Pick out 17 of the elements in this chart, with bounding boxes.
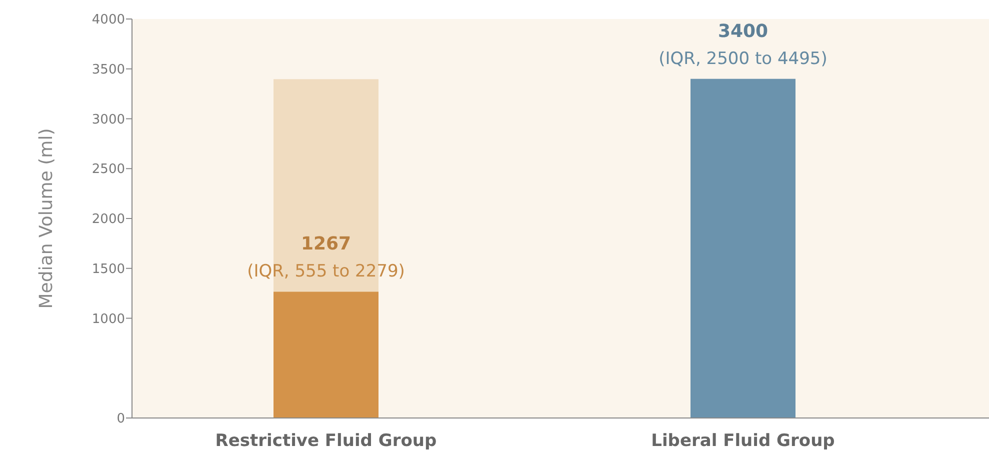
y-tick-label: 2000 (92, 212, 125, 228)
y-tick-label: 3500 (92, 62, 125, 78)
y-tick-label: 1500 (92, 262, 125, 277)
x-tick-label: Liberal Fluid Group (651, 431, 835, 451)
y-tick-label: 2500 (92, 162, 125, 178)
y-tick-label: 3000 (92, 112, 125, 128)
annotation: (IQR, 2500 to 4495) (658, 48, 828, 69)
y-tick-label: 1000 (92, 312, 125, 327)
bar (274, 292, 378, 418)
y-axis-title: Median Volume (ml) (36, 128, 57, 309)
data-label: 3400 (718, 20, 768, 42)
y-tick-label: 0 (116, 412, 125, 427)
bar (690, 78, 796, 418)
data-label: 1267 (300, 234, 352, 255)
x-tick-label: Restrictive Fluid Group (215, 431, 437, 451)
annotation: (IQR, 555 to 2279) (247, 262, 405, 282)
y-tick-label: 4000 (92, 12, 125, 28)
